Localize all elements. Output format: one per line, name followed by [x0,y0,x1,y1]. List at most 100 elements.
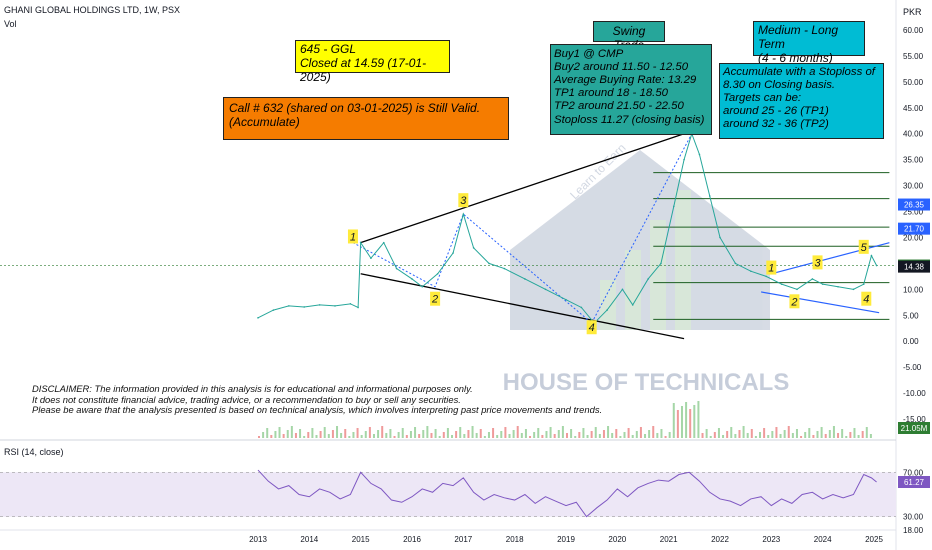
volume-bar [566,433,568,438]
volume-bar [738,430,741,438]
price-point [631,304,634,306]
volume-bar [455,431,458,438]
volume-bar [824,434,827,438]
volume-bar [549,427,552,438]
rsi-label: RSI (14, close) [4,447,64,457]
volume-bar [841,429,844,438]
wave-label-box [789,294,800,309]
volume-bar [315,435,318,438]
volume-bar [311,428,314,438]
volume-bar [594,427,597,438]
volume-bar [496,435,499,438]
price-point [734,262,737,265]
price-point [452,252,454,254]
rsi-badge-label: 61.27 [904,478,925,487]
volume-bar [845,436,848,438]
volume-bar [837,433,840,438]
price-point [870,254,873,257]
volume-label: Vol [4,19,17,29]
volume-badge [898,422,930,434]
volume-bar [689,409,692,438]
closed-note: 645 - GGL Closed at 14.59 (17-01-2025) [295,40,450,83]
volume-bar [602,430,605,438]
volume-bar [471,426,474,438]
volume-bar [414,427,417,438]
wave-label: 4 [863,294,869,306]
volume-bar [368,427,371,438]
volume-bar [270,435,273,438]
watermark-logo [510,150,770,330]
y-tick-label: -10.00 [903,389,926,398]
price-point [303,306,306,308]
price-point [411,278,413,280]
volume-bar [611,433,614,438]
swing-title-note: Swing Trade [593,21,665,52]
volume-bar [258,436,260,438]
volume-bar [364,431,367,438]
volume-bar [557,430,560,438]
price-point [647,278,649,280]
y-tick-label: 0.00 [903,337,919,346]
volume-bar [290,426,293,438]
wave-label: 3 [814,257,821,269]
volume-bar [426,426,429,438]
price-point [719,236,721,239]
x-tick-label: 2018 [506,535,524,544]
volume-bar [783,430,786,438]
call-note: Call # 632 (shared on 03-01-2025) is Sti… [223,97,509,140]
upper-wedge-trendline [360,130,692,244]
volume-bar [459,427,462,438]
y-tick-label: 60.00 [903,26,924,35]
price-point [524,278,526,280]
currency-label: PKR [903,7,922,17]
volume-bar [340,433,343,438]
wave-label-box [766,260,777,275]
volume-bar [274,431,277,438]
volume-bar [713,432,716,438]
volume-bar [327,434,330,438]
volume-bar [627,428,630,438]
price-point [544,288,547,291]
volume-bar [483,436,486,438]
price-point [683,158,685,161]
rsi-band [0,472,896,517]
price-point [257,317,259,319]
volume-bar [590,431,593,438]
volume-bar [869,434,872,438]
volume-bar [401,428,404,438]
volume-bar [553,434,556,438]
price-point [580,306,583,309]
volume-bar [759,432,762,438]
volume-bar [726,431,729,438]
volume-bar [791,433,794,438]
volume-bar [672,403,675,438]
volume-bar [779,434,782,438]
price-point [750,270,752,272]
x-tick-label: 2015 [352,535,370,544]
x-tick-label: 2016 [403,535,421,544]
x-tick-label: 2025 [865,535,883,544]
volume-bar [475,433,478,438]
price-point [621,288,624,291]
x-tick-label: 2020 [608,535,626,544]
price-point [673,205,675,208]
volume-bar [541,435,544,438]
rsi-tick-label: 30.00 [903,513,924,522]
wave-label: 2 [431,294,438,306]
volume-bar [344,429,347,438]
volume-bar [857,435,860,438]
volume-bar [623,432,626,438]
volume-bar [767,435,770,438]
swing-body-note: Buy1 @ CMP Buy2 around 11.50 - 12.50 Ave… [550,44,712,135]
volume-bar [561,426,564,438]
price-point [272,309,275,311]
volume-bar [377,430,380,438]
volume-bar [516,426,519,438]
volume-bar [771,431,774,438]
price-point [395,267,398,270]
volume-bar [734,434,737,438]
volume-bar [381,426,384,438]
medium-title-note: Medium - Long Term (4 - 6 months) [753,21,865,64]
y-tick-label: 30.00 [903,182,924,191]
watermark-bar [650,220,666,330]
